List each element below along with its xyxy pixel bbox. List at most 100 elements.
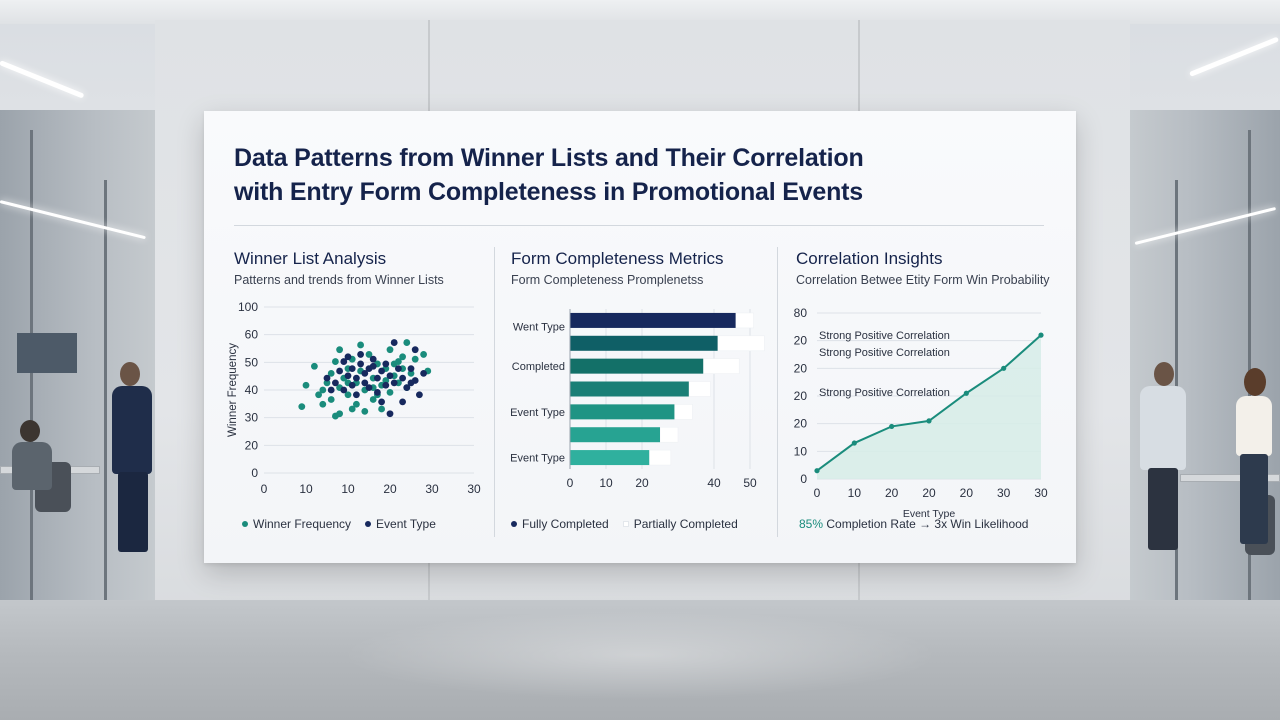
scatter-point: [378, 405, 385, 413]
area-x-tick: 20: [922, 486, 936, 500]
bar-fully-completed: [570, 427, 660, 443]
bar-x-tick: 0: [567, 476, 574, 490]
scatter-point: [386, 388, 394, 396]
presentation-board: Data Patterns from Winner Lists and Thei…: [204, 111, 1076, 563]
correlation-annotation: Strong Positive Correlation: [819, 347, 950, 359]
scatter-point: [386, 372, 394, 380]
wall-monitor: [17, 333, 77, 373]
scatter-point: [357, 351, 364, 358]
scatter-point: [332, 412, 339, 420]
scatter-point: [361, 379, 369, 387]
area-y-tick: 0: [800, 472, 807, 486]
scatter-point: [374, 374, 381, 382]
bar-partially-completed: [659, 426, 679, 443]
area-x-tick: 20: [885, 486, 899, 500]
ceiling-light-right: [1189, 36, 1280, 77]
scatter-point: [357, 360, 364, 368]
scatter-point: [399, 398, 406, 406]
legend-label-partially-completed: Partially Completed: [633, 517, 738, 531]
winner-panel-title: Winner List Analysis: [234, 249, 387, 268]
bar-y-label: Event Type: [510, 407, 565, 419]
scatter-x-tick: 30: [467, 482, 481, 496]
bar-fully-completed: [570, 335, 718, 351]
scatter-y-tick: 0: [251, 466, 258, 480]
scatter-point: [420, 351, 427, 358]
scatter-point: [344, 391, 352, 399]
floor: [0, 600, 1280, 720]
scatter-point: [327, 370, 335, 377]
bar-partially-completed: [702, 358, 740, 374]
area-y-tick: 20: [794, 361, 808, 375]
scatter-point: [399, 353, 406, 361]
scatter-point: [323, 379, 331, 387]
area-chart: 80 20 20 20 20 10 00 10 20 20 20 30 30 Event Type Stro…: [794, 306, 1048, 520]
glass-frame: [104, 180, 107, 600]
scatter-point: [323, 374, 331, 382]
scatter-y-tick: 20: [245, 438, 259, 452]
scatter-point: [302, 381, 310, 389]
scatter-point: [407, 365, 415, 373]
bar-partially-completed: [648, 449, 672, 466]
bar-partially-completed: [717, 335, 765, 352]
bar-y-label: Event Type: [510, 453, 565, 465]
scatter-point: [382, 377, 390, 384]
scatter-point: [315, 391, 322, 399]
scatter-point: [353, 391, 360, 399]
scatter-x-tick: 10: [299, 482, 313, 496]
scatter-point: [390, 339, 398, 346]
scatter-point: [390, 360, 398, 368]
scatter-point: [336, 346, 343, 354]
bar-fully-completed: [570, 312, 736, 328]
scatter-point: [411, 346, 419, 354]
area-point: [851, 440, 857, 446]
scatter-point: [369, 396, 377, 403]
glass-frame: [1248, 130, 1251, 600]
correlation-note: 85% Completion Rate → 3x Win Likelihood: [799, 517, 1028, 531]
form-panel-subtitle: Form Completeness Promplenetss: [511, 273, 704, 287]
scatter-point: [336, 367, 343, 375]
scatter-point: [386, 410, 394, 418]
scatter-x-tick: 10: [341, 482, 355, 496]
scatter-point: [374, 388, 381, 396]
scatter-point: [378, 398, 385, 406]
scatter-point: [390, 379, 398, 387]
bar-partially-completed: [735, 312, 754, 329]
area-point: [889, 423, 895, 430]
area-point: [963, 390, 969, 396]
bar-partially-completed: [674, 404, 693, 420]
area-point: [814, 468, 820, 474]
correlation-annotation: Strong Positive Correlation: [819, 387, 950, 399]
scatter-y-tick: 50: [245, 355, 259, 369]
winner-panel-subtitle: Patterns and trends from Winner Lists: [234, 273, 444, 287]
title-line-1: Data Patterns from Winner Lists and Thei…: [234, 144, 864, 172]
bar-fully-completed: [570, 381, 689, 397]
scatter-x-tick: 20: [383, 482, 397, 496]
scatter-x-tick: 30: [425, 482, 439, 496]
scatter-point: [399, 374, 406, 382]
scatter-x-tick: 0: [261, 482, 268, 496]
scatter-point: [353, 400, 360, 408]
scatter-point: [348, 405, 356, 413]
bar-x-tick: 40: [707, 476, 721, 490]
area-point: [1038, 332, 1044, 338]
scatter-point: [411, 355, 419, 363]
scatter-y-tick: 40: [245, 383, 259, 397]
panel-divider: [494, 247, 495, 537]
scatter-point: [340, 386, 348, 394]
correlation-panel-subtitle: Correlation Betwee Etity Form Win Probab…: [796, 273, 1050, 287]
area-point: [926, 418, 932, 424]
legend-swatch-winner-frequency: [242, 521, 248, 527]
board-title: Data Patterns from Winner Lists and Thei…: [234, 141, 1034, 209]
scatter-y-tick: 30: [245, 411, 259, 425]
scatter-point: [382, 360, 390, 368]
scatter-point: [348, 365, 356, 373]
bar-y-label: Completed: [512, 361, 565, 373]
scatter-point: [348, 381, 356, 389]
scatter-point: [340, 358, 348, 365]
scatter-point: [407, 370, 415, 377]
area-y-tick: 20: [794, 389, 808, 403]
title-line-2: with Entry Form Completeness in Promotio…: [234, 178, 863, 206]
area-y-tick: 20: [794, 417, 808, 431]
bar-y-label: Went Type: [513, 321, 565, 333]
area-y-tick: 10: [794, 444, 808, 458]
